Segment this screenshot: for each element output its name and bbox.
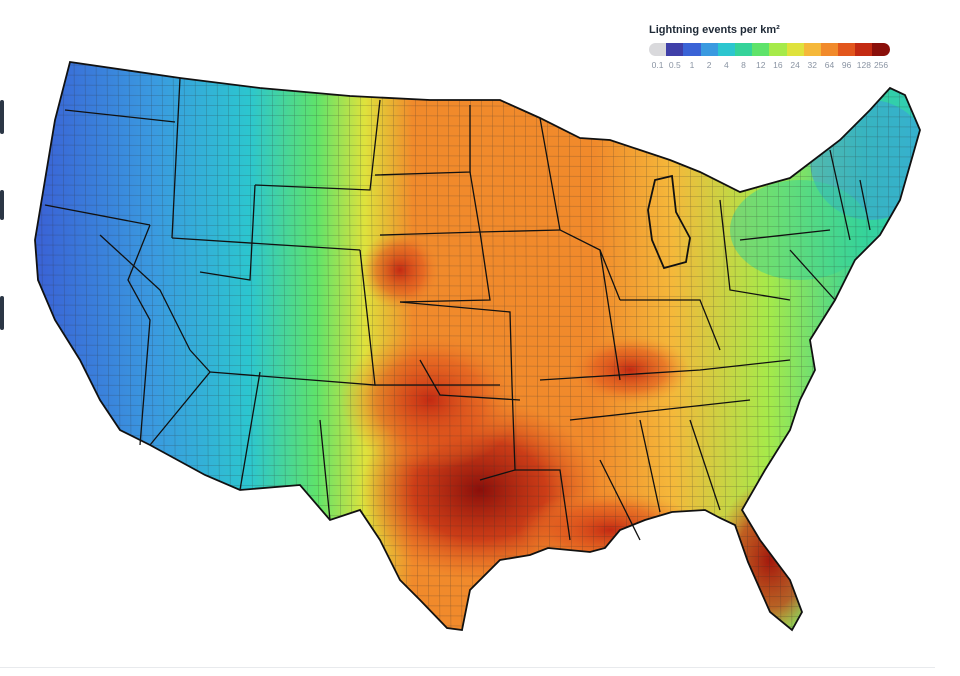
legend-swatch [786, 43, 804, 56]
legend-tick-label: 0.1 [651, 60, 664, 70]
legend-tick-label: 96 [841, 60, 852, 70]
footer-divider [0, 667, 935, 668]
legend-swatch [717, 43, 735, 56]
legend-tick-labels: 0.1 0.5 1 2 4 8 12 16 24 32 64 96 128 256 [649, 60, 939, 70]
legend-tick-label: 1 [689, 60, 695, 70]
legend-tick-label: 4 [723, 60, 729, 70]
legend-swatch [803, 43, 821, 56]
legend-tick-label: 32 [807, 60, 818, 70]
edge-fragment [0, 190, 4, 220]
legend-swatch [838, 43, 856, 56]
legend-tick-label: 64 [824, 60, 835, 70]
legend-tick-label: 256 [873, 60, 889, 70]
legend-tick-label: 128 [856, 60, 871, 70]
legend-tick-label: 0.5 [668, 60, 681, 70]
legend-tick-label: 16 [773, 60, 783, 70]
legend-swatch [683, 43, 701, 56]
legend-swatch [872, 43, 890, 56]
state-borders [44, 77, 871, 541]
legend-swatch [769, 43, 787, 56]
legend-swatch [649, 43, 667, 56]
legend-swatch [752, 43, 770, 56]
legend-tick-label: 8 [741, 60, 746, 70]
legend: Lightning events per km² 0.1 0.5 1 2 4 8 12 16 2… [649, 24, 939, 70]
legend-swatch [666, 43, 684, 56]
edge-fragment [0, 100, 4, 134]
legend-swatch [855, 43, 873, 56]
legend-swatch [820, 43, 839, 56]
legend-tick-label: 2 [706, 60, 712, 70]
legend-color-bar [649, 43, 939, 56]
legend-swatch [700, 43, 718, 56]
edge-fragment [0, 296, 4, 330]
legend-tick-label: 24 [790, 60, 800, 70]
legend-title: Lightning events per km² [649, 24, 780, 36]
legend-tick-label: 12 [755, 60, 766, 70]
legend-swatch [734, 43, 753, 56]
